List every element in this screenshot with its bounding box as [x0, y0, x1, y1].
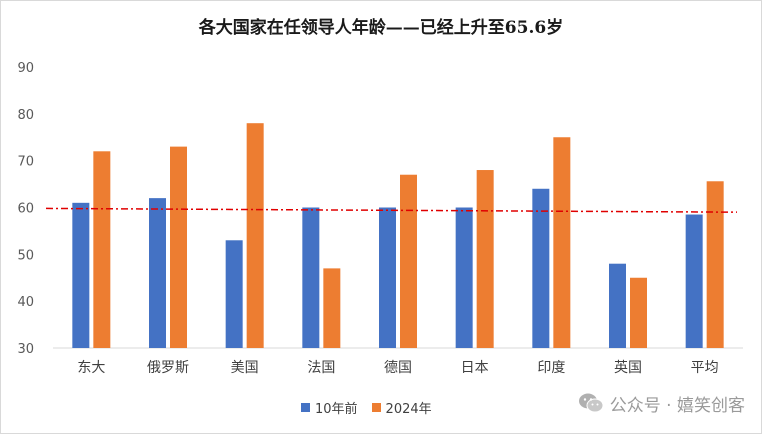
x-axis-labels: 东大 俄罗斯 美国 法国 德国 日本 印度 英国 平均	[77, 359, 718, 376]
bar-10yr-6	[532, 188, 550, 348]
x-tick-label: 德国	[384, 360, 412, 376]
bar-2024-5	[476, 170, 494, 348]
legend-label-10yr: 10年前	[315, 401, 358, 417]
chart-title: 各大国家在任领导人年龄——已经上升至65.6岁	[198, 18, 564, 38]
bar-10yr-2	[225, 240, 243, 348]
wechat-icon	[578, 393, 604, 413]
bar-2024-7	[630, 277, 647, 348]
x-tick-label: 法国	[307, 360, 335, 376]
bars	[72, 123, 724, 348]
y-tick-label: 60	[17, 202, 34, 217]
legend-label-2024: 2024年	[385, 401, 432, 417]
y-tick-label: 70	[17, 155, 34, 170]
bar-2024-6	[553, 137, 571, 348]
bar-10yr-8	[685, 214, 703, 348]
bar-10yr-1	[149, 198, 166, 348]
y-tick-label: 50	[17, 248, 34, 263]
y-axis: 30 40 50 60 70 80 90	[17, 61, 34, 357]
legend-item-10yr: 10年前	[301, 398, 358, 417]
legend-swatch-2024	[371, 402, 381, 412]
x-tick-label: 平均	[691, 360, 719, 376]
x-tick-label: 俄罗斯	[147, 360, 189, 376]
legend-swatch-10yr	[301, 402, 310, 412]
y-tick-label: 40	[17, 295, 34, 310]
bar-10yr-3	[302, 207, 320, 348]
x-tick-label: 英国	[614, 359, 642, 376]
bar-10yr-0	[72, 202, 90, 348]
bar-10yr-7	[609, 263, 626, 348]
watermark: 公众号 · 嬉笑创客	[578, 390, 745, 416]
x-tick-label: 东大	[77, 360, 105, 376]
x-tick-label: 日本	[461, 360, 489, 376]
bar-2024-1	[170, 146, 187, 348]
bar-2024-2	[246, 123, 264, 348]
x-tick-label: 美国	[231, 360, 259, 376]
bar-2024-4	[400, 174, 417, 348]
y-tick-label: 30	[17, 342, 34, 357]
average-trendline	[45, 207, 738, 213]
bar-10yr-4	[379, 207, 396, 348]
x-tick-label: 印度	[537, 360, 565, 376]
legend: 10年前 2024年	[301, 397, 432, 417]
bar-10yr-5	[455, 207, 473, 348]
bar-2024-8	[706, 181, 724, 348]
y-tick-label: 80	[17, 108, 34, 123]
y-tick-label: 90	[17, 61, 34, 76]
bar-2024-0	[93, 151, 111, 348]
bar-2024-3	[323, 268, 341, 348]
legend-item-2024: 2024年	[371, 398, 432, 417]
watermark-text: 公众号 · 嬉笑创客	[609, 395, 745, 416]
